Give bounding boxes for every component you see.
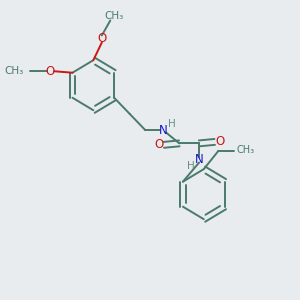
- Text: N: N: [159, 124, 168, 136]
- Text: H: H: [168, 118, 176, 129]
- Text: CH₃: CH₃: [236, 145, 254, 155]
- Text: O: O: [46, 65, 55, 78]
- Text: CH₃: CH₃: [4, 66, 24, 76]
- Text: O: O: [215, 135, 224, 148]
- Text: N: N: [195, 153, 203, 166]
- Text: H: H: [187, 161, 194, 171]
- Text: CH₃: CH₃: [104, 11, 123, 21]
- Text: O: O: [154, 138, 163, 151]
- Text: O: O: [97, 32, 106, 46]
